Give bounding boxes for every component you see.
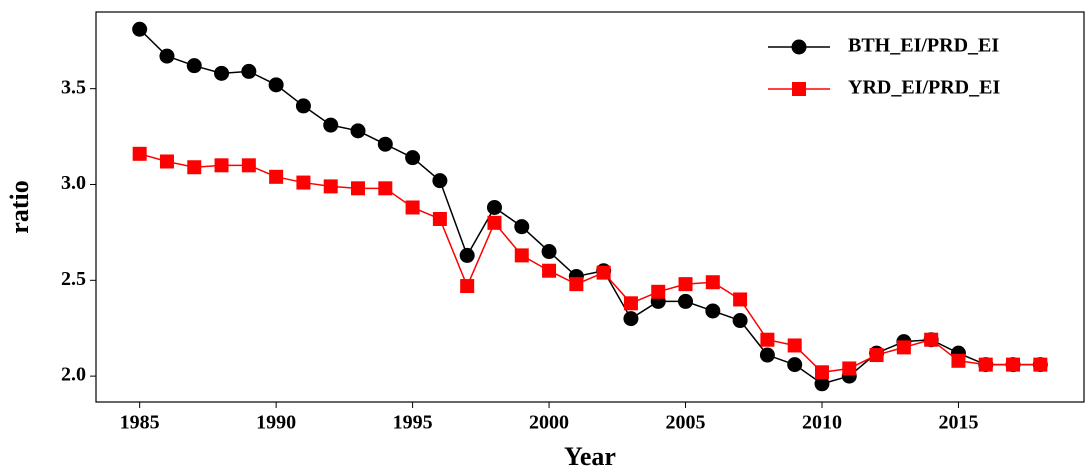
x-tick-label: 2005 (666, 412, 706, 434)
data-point (186, 58, 202, 74)
data-point (760, 332, 775, 347)
data-point (377, 136, 393, 152)
data-point (678, 293, 694, 309)
data-point (924, 332, 939, 347)
data-point (541, 244, 557, 260)
x-tick-label: 1985 (120, 412, 160, 434)
data-point (1006, 357, 1021, 372)
data-point (132, 21, 148, 37)
data-point (896, 340, 911, 355)
data-point (432, 211, 447, 226)
data-point (814, 376, 830, 392)
data-point (460, 279, 475, 294)
data-point (514, 248, 529, 263)
data-point (514, 219, 530, 235)
legend-label: BTH_EI/PRD_EI (848, 35, 999, 57)
data-point (432, 173, 448, 189)
data-point (405, 200, 420, 215)
data-point (214, 65, 230, 81)
data-point (214, 158, 229, 173)
data-point (350, 123, 366, 139)
data-point (351, 181, 366, 196)
plot-frame (95, 11, 1085, 403)
data-point (487, 215, 502, 230)
data-point (978, 357, 993, 372)
series-line (139, 28, 1041, 385)
data-point (651, 284, 666, 299)
data-point (295, 98, 311, 114)
data-point (842, 361, 857, 376)
data-point (814, 365, 829, 380)
data-point (159, 48, 175, 64)
data-point (733, 292, 748, 307)
data-point (787, 357, 803, 373)
y-tick-label: 2.0 (61, 364, 86, 386)
data-point (241, 63, 257, 79)
x-tick-label: 1995 (393, 412, 433, 434)
data-point (705, 303, 721, 319)
data-point (323, 179, 338, 194)
y-tick-label: 3.5 (61, 76, 86, 98)
y-tick-label: 3.0 (61, 172, 86, 194)
data-point (187, 160, 202, 175)
data-point (759, 347, 775, 363)
data-point (569, 277, 584, 292)
data-point (787, 338, 802, 353)
data-point (869, 348, 884, 363)
data-point (1033, 357, 1048, 372)
data-point (159, 154, 174, 169)
y-axis-label: ratio (5, 180, 34, 233)
data-point (378, 181, 393, 196)
x-axis-label: Year (564, 442, 616, 471)
y-tick-label: 2.5 (61, 268, 86, 290)
data-point (296, 175, 311, 190)
legend-marker (792, 82, 806, 96)
data-point (269, 169, 284, 184)
x-tick-label: 2010 (802, 412, 842, 434)
data-point (951, 353, 966, 368)
data-point (459, 247, 475, 263)
data-point (596, 265, 611, 280)
data-point (623, 311, 639, 327)
legend-label: YRD_EI/PRD_EI (848, 77, 1000, 99)
data-point (268, 77, 284, 93)
data-point (623, 296, 638, 311)
data-point (542, 263, 557, 278)
data-point (323, 117, 339, 133)
data-point (486, 199, 502, 215)
legend-marker (791, 39, 807, 55)
data-point (241, 158, 256, 173)
data-point (132, 146, 147, 161)
data-point (705, 275, 720, 290)
x-tick-label: 2015 (938, 412, 978, 434)
x-tick-label: 1990 (256, 412, 296, 434)
data-point (732, 313, 748, 329)
data-point (405, 150, 421, 166)
x-tick-label: 2000 (529, 412, 569, 434)
series-line (139, 153, 1041, 374)
data-point (678, 277, 693, 292)
